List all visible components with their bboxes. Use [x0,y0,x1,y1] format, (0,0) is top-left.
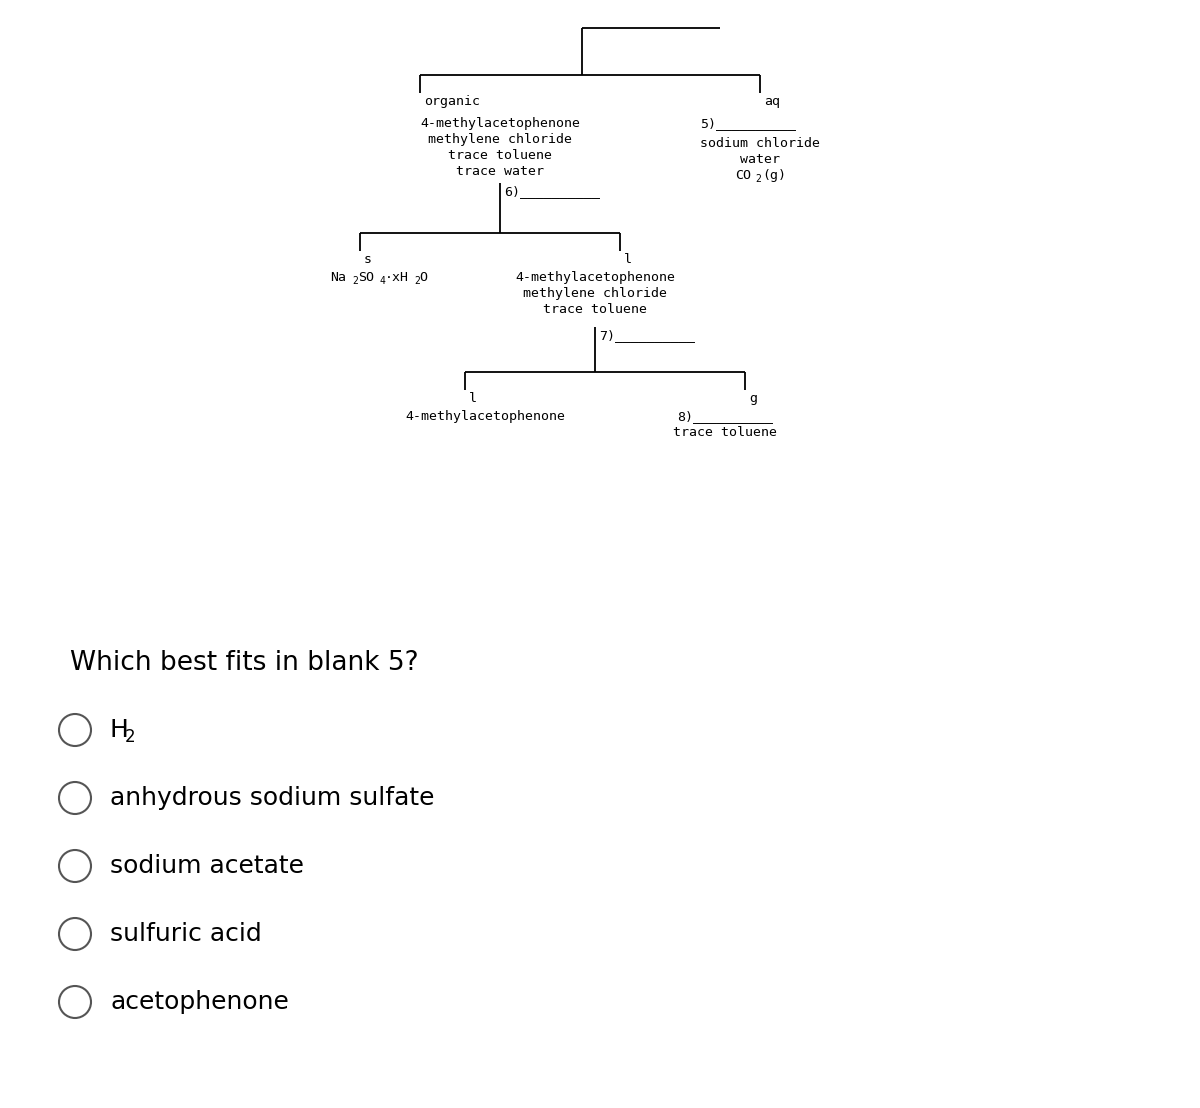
Text: sodium acetate: sodium acetate [110,854,304,878]
Text: 4-methylacetophenone: 4-methylacetophenone [420,117,580,130]
Text: water: water [740,153,780,166]
Text: 8)__________: 8)__________ [677,410,773,423]
Text: 4-methylacetophenone: 4-methylacetophenone [515,271,674,284]
Text: sulfuric acid: sulfuric acid [110,922,262,946]
Text: methylene chloride: methylene chloride [523,287,667,300]
Text: s: s [364,253,372,266]
Text: acetophenone: acetophenone [110,991,289,1014]
Text: g: g [749,392,757,406]
Text: ·xH: ·xH [385,271,409,284]
Text: trace toluene: trace toluene [448,148,552,162]
Text: SO: SO [358,271,374,284]
Text: trace toluene: trace toluene [673,425,778,439]
Text: 2: 2 [352,276,358,286]
Text: 2: 2 [414,276,420,286]
Text: 7)__________: 7)__________ [599,329,695,342]
Text: l: l [469,392,478,406]
Text: 6)__________: 6)__________ [504,185,600,198]
Text: aq: aq [764,95,780,107]
Text: methylene chloride: methylene chloride [428,133,572,146]
Text: anhydrous sodium sulfate: anhydrous sodium sulfate [110,786,434,810]
Text: 5)__________: 5)__________ [700,117,796,130]
Text: Na: Na [330,271,346,284]
Text: 4-methylacetophenone: 4-methylacetophenone [406,410,565,423]
Text: 4: 4 [380,276,386,286]
Text: trace water: trace water [456,165,544,178]
Text: trace toluene: trace toluene [542,302,647,316]
Text: O: O [419,271,427,284]
Text: (g): (g) [762,170,786,182]
Text: H: H [110,718,128,742]
Text: sodium chloride: sodium chloride [700,137,820,150]
Text: Which best fits in blank 5?: Which best fits in blank 5? [70,650,419,676]
Text: CO: CO [734,170,751,182]
Text: 2: 2 [125,728,136,746]
Text: organic: organic [424,95,480,107]
Text: 2: 2 [755,174,761,184]
Text: l: l [624,253,632,266]
